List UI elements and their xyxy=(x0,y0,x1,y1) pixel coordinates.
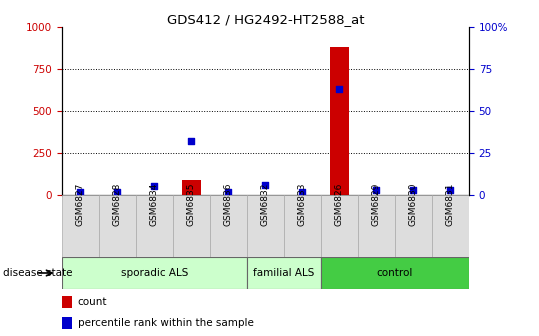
FancyBboxPatch shape xyxy=(62,257,247,289)
FancyBboxPatch shape xyxy=(284,195,321,257)
Point xyxy=(335,86,344,92)
Text: sporadic ALS: sporadic ALS xyxy=(121,268,188,278)
FancyBboxPatch shape xyxy=(395,195,432,257)
FancyBboxPatch shape xyxy=(99,195,136,257)
Text: GSM6836: GSM6836 xyxy=(224,182,233,226)
Text: count: count xyxy=(78,297,107,307)
FancyBboxPatch shape xyxy=(247,257,321,289)
FancyBboxPatch shape xyxy=(321,257,469,289)
Text: GSM6834: GSM6834 xyxy=(150,182,159,226)
Point xyxy=(446,187,455,193)
Point xyxy=(113,189,122,194)
Text: percentile rank within the sample: percentile rank within the sample xyxy=(78,318,253,328)
FancyBboxPatch shape xyxy=(358,195,395,257)
Text: GSM6829: GSM6829 xyxy=(372,182,381,226)
FancyBboxPatch shape xyxy=(247,195,284,257)
FancyBboxPatch shape xyxy=(173,195,210,257)
Text: GSM6828: GSM6828 xyxy=(113,182,122,226)
Text: disease state: disease state xyxy=(3,268,72,278)
Text: GSM6833: GSM6833 xyxy=(298,182,307,226)
Text: GSM6826: GSM6826 xyxy=(335,182,344,226)
Bar xyxy=(62,296,72,308)
Text: GSM6827: GSM6827 xyxy=(76,182,85,226)
Text: control: control xyxy=(377,268,413,278)
Text: GSM6832: GSM6832 xyxy=(261,182,270,226)
Bar xyxy=(182,180,201,195)
Text: GSM6835: GSM6835 xyxy=(187,182,196,226)
Point xyxy=(372,187,381,193)
Point xyxy=(224,189,233,194)
Point xyxy=(261,182,270,187)
Point xyxy=(409,187,418,193)
Point xyxy=(76,189,85,194)
Point xyxy=(187,138,196,144)
FancyBboxPatch shape xyxy=(432,195,469,257)
Text: GSM6831: GSM6831 xyxy=(446,182,455,226)
FancyBboxPatch shape xyxy=(321,195,358,257)
Text: GSM6830: GSM6830 xyxy=(409,182,418,226)
FancyBboxPatch shape xyxy=(210,195,247,257)
FancyBboxPatch shape xyxy=(136,195,173,257)
FancyBboxPatch shape xyxy=(62,195,99,257)
Text: familial ALS: familial ALS xyxy=(253,268,315,278)
Bar xyxy=(62,317,72,329)
Point xyxy=(298,189,307,194)
Title: GDS412 / HG2492-HT2588_at: GDS412 / HG2492-HT2588_at xyxy=(167,13,364,26)
Point xyxy=(150,184,159,189)
Bar xyxy=(330,47,349,195)
